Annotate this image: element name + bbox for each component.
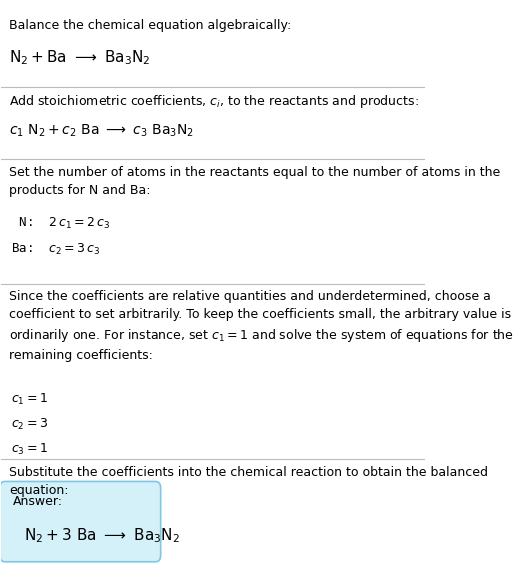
Text: Add stoichiometric coefficients, $c_i$, to the reactants and products:: Add stoichiometric coefficients, $c_i$, … — [9, 94, 419, 111]
Text: Answer:: Answer: — [13, 495, 62, 508]
Text: Balance the chemical equation algebraically:: Balance the chemical equation algebraica… — [9, 19, 291, 32]
Text: Set the number of atoms in the reactants equal to the number of atoms in the
pro: Set the number of atoms in the reactants… — [9, 166, 500, 197]
Text: Substitute the coefficients into the chemical reaction to obtain the balanced
eq: Substitute the coefficients into the che… — [9, 466, 488, 497]
Text: $c_3 = 1$: $c_3 = 1$ — [11, 442, 48, 457]
FancyBboxPatch shape — [0, 481, 161, 562]
Text: $c_1 = 1$: $c_1 = 1$ — [11, 392, 48, 407]
Text: Since the coefficients are relative quantities and underdetermined, choose a
coe: Since the coefficients are relative quan… — [9, 290, 514, 362]
Text: N:  $2\,c_1 = 2\,c_3$: N: $2\,c_1 = 2\,c_3$ — [11, 215, 111, 231]
Text: $c_2 = 3$: $c_2 = 3$ — [11, 417, 48, 432]
Text: $\mathrm{N_2 + Ba\ \longrightarrow\ Ba_3N_2}$: $\mathrm{N_2 + Ba\ \longrightarrow\ Ba_3… — [9, 48, 151, 67]
Text: $c_1\ \mathrm{N_2} + c_2\ \mathrm{Ba}\ \longrightarrow\ c_3\ \mathrm{Ba_3N_2}$: $c_1\ \mathrm{N_2} + c_2\ \mathrm{Ba}\ \… — [9, 123, 194, 139]
Text: Ba:  $c_2 = 3\,c_3$: Ba: $c_2 = 3\,c_3$ — [11, 242, 101, 257]
Text: $\mathrm{N_2 + 3\ Ba\ \longrightarrow\ Ba_3N_2}$: $\mathrm{N_2 + 3\ Ba\ \longrightarrow\ B… — [24, 526, 180, 545]
